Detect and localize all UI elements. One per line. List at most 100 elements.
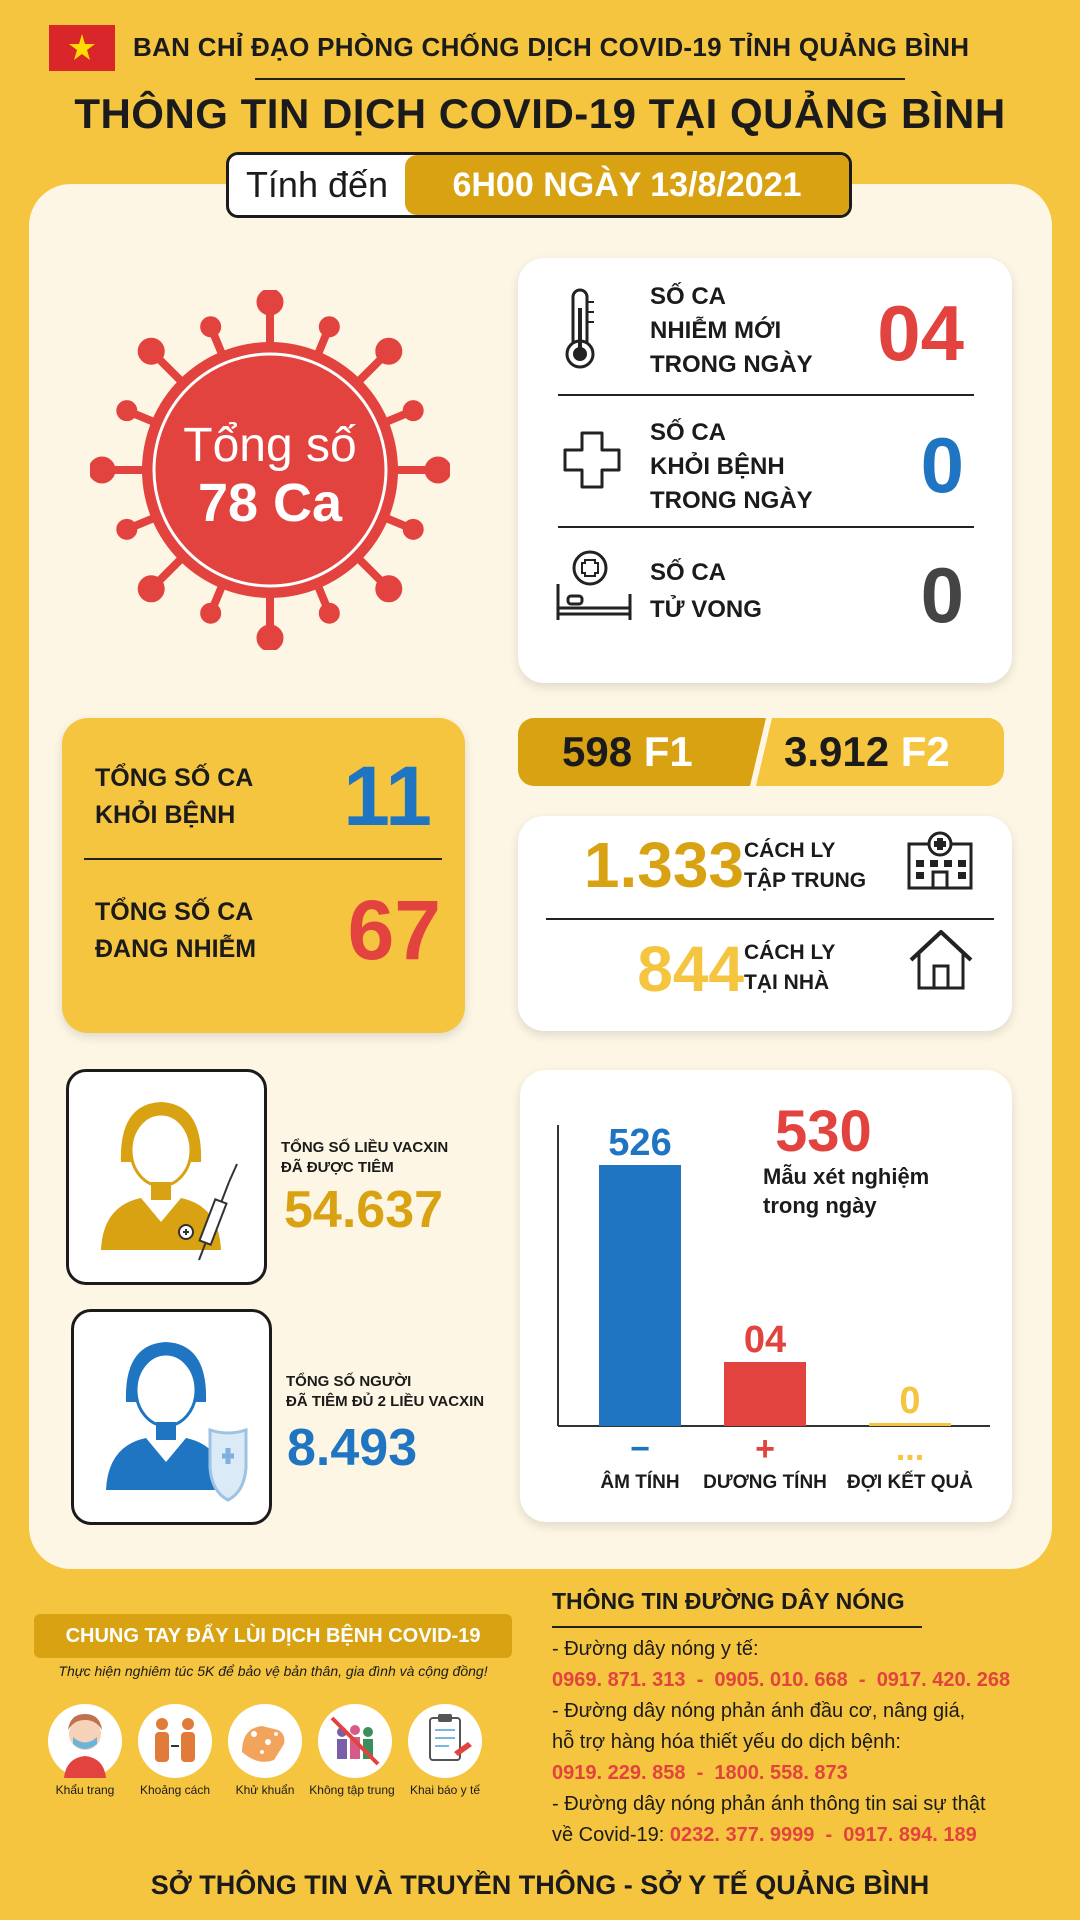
campaign-item-label: Không tập trung [309,1783,395,1797]
home-quarantine-value: 844 [637,933,744,1005]
virus-spike-tip [256,624,284,650]
bar-1 [724,1362,806,1426]
virus-spike-tip [200,602,222,624]
f2-label: F2 [900,728,950,775]
virus-icon [90,290,450,650]
virus-spike-tip [318,602,340,624]
category-label: ĐỢI KẾT QUẢ [847,1471,973,1493]
medical-cross-icon [563,431,621,489]
recovered-today-label-3: TRONG NGÀY [650,487,813,514]
new-cases-label-3: TRONG NGÀY [650,351,813,378]
campaign-item-label: Khoảng cách [139,1783,211,1797]
bar-value-label: 0 [899,1380,920,1422]
hotline-price-label-1: - Đường dây nóng phản ánh đầu cơ, nâng g… [552,1700,966,1722]
date-value: 6H00 NGÀY 13/8/2021 [405,155,849,215]
virus-spike-tip [375,337,403,365]
deaths-label-1: SỐ CA [650,559,727,586]
person-vaccine-icon [101,1102,238,1261]
virus-spike-tip [116,400,138,422]
total-recovered-label-1: TỔNG SỐ CA [95,764,254,792]
totals-card: TỔNG SỐ CA KHỎI BỆNH 11 TỔNG SỐ CA ĐANG … [62,718,465,1033]
fully-vaccinated-label-2: ĐÃ TIÊM ĐỦ 2 LIỀU VACXIN [286,1393,485,1410]
total-active-label-1: TỔNG SỐ CA [95,898,254,926]
vaccine-doses-value: 54.637 [284,1181,444,1239]
page-title: THÔNG TIN DỊCH COVID-19 TẠI QUẢNG BÌNH [74,90,1006,137]
home-icon [909,930,973,990]
vietnam-flag-icon [49,25,115,71]
total-cases-label: Tổng số [183,419,357,472]
recovered-today-label-2: KHỎI BỆNH [650,453,785,480]
new-cases-label-2: NHIỄM MỚI [650,317,782,344]
home-quarantine-label-2: TẠI NHÀ [744,971,830,994]
recovered-today-value: 0 [920,421,964,509]
total-recovered-label-2: KHỎI BỆNH [95,801,236,829]
virus-spike-tip [402,400,424,422]
contacts-bar: 598 F1 3.912 F2 [518,718,1004,786]
no-gathering-icon [318,1704,392,1778]
bar-0 [599,1165,681,1426]
virus-spike-tip [318,316,340,338]
central-quarantine-value: 1.333 [583,829,744,901]
hotline-price-label-2: hỗ trợ hàng hóa thiết yếu do dịch bệnh: [552,1731,901,1753]
vaccine-doses-box [66,1069,267,1285]
hotline-price-numbers: 0919. 229. 858 - 1800. 558. 873 [552,1762,848,1784]
virus-spike-tip [90,456,116,484]
new-cases-label-1: SỐ CA [650,283,727,310]
chart-title: Mẫu xét nghiệm trong ngày [763,1164,930,1218]
bar-symbol: + [755,1430,775,1468]
bar-value-label: 526 [608,1122,671,1164]
campaign-subtitle: Thực hiện nghiêm túc 5K để bảo vệ bản th… [58,1663,488,1679]
divider [558,526,974,528]
hotline-divider [552,1626,922,1628]
home-quarantine-label-1: CÁCH LY [744,941,836,964]
health-declaration-icon [408,1704,482,1778]
sanitize-hands-icon [228,1704,302,1778]
face-mask-icon [48,1704,122,1778]
total-active-value: 67 [347,883,441,977]
thermometer-icon [565,288,595,369]
date-badge: Tính đến 6H00 NGÀY 13/8/2021 [226,152,852,218]
quarantine-card: 1.333 CÁCH LY TẬP TRUNG 844 CÁCH LY TẠI … [518,816,1012,1031]
campaign-item-label: Khử khuẩn [235,1783,295,1797]
category-label: DƯƠNG TÍNH [703,1471,827,1493]
organization-name: BAN CHỈ ĐẠO PHÒNG CHỐNG DỊCH COVID-19 TỈ… [133,32,970,62]
category-label: ÂM TÍNH [600,1471,679,1493]
fully-vaccinated-label-1: TỔNG SỐ NGƯỜI [286,1373,412,1390]
contacts-bar-background [518,718,1004,786]
bar-symbol: − [630,1430,650,1468]
virus-spike-tip [256,290,284,316]
fully-vaccinated-box [71,1309,272,1525]
hotline-fake-news-label-2: về Covid-19: [552,1824,670,1846]
bar-value-label: 04 [744,1319,786,1361]
f1-value: 598 [562,728,633,775]
new-cases-value: 04 [877,289,964,377]
central-quarantine-label-1: CÁCH LY [744,839,836,862]
test-chart-card: 530 Mẫu xét nghiệm trong ngày 526 − ÂM TÍN… [520,1070,1012,1522]
central-quarantine-label-2: TẬP TRUNG [744,869,867,892]
recovered-today-label-1: SỐ CA [650,419,727,446]
total-cases-value: 78 Ca [197,473,343,533]
hotline-fake-news-label: - Đường dây nóng phản ánh thông tin sai … [552,1793,986,1815]
chart-total-value: 530 [775,1099,872,1164]
virus-spike-tip [137,575,165,603]
date-prefix: Tính đến [245,164,389,205]
header-divider [255,78,905,80]
virus-spike-tip [424,456,450,484]
virus-spike-tip [402,518,424,540]
campaign-slogan: CHUNG TAY ĐẨY LÙI DỊCH BỆNH COVID-19 [34,1614,512,1658]
hospital-building-icon [907,831,973,890]
total-active-label-2: ĐANG NHIỄM [95,935,257,963]
hotline-medical-numbers: 0969. 871. 313 - 0905. 010. 668 - 0917. … [552,1669,1011,1691]
total-recovered-value: 11 [343,749,432,843]
vaccine-doses-label-1: TỔNG SỐ LIỀU VACXIN [281,1139,449,1156]
distance-icon [138,1704,212,1778]
hotline-title: THÔNG TIN ĐƯỜNG DÂY NÓNG [552,1588,905,1614]
bar-symbol: ... [896,1430,924,1468]
divider [546,918,994,920]
person-shield-icon [106,1342,248,1502]
divider [558,394,974,396]
bar-2 [869,1423,951,1426]
deaths-value: 0 [920,551,964,639]
f2-value: 3.912 [784,728,890,775]
divider [84,858,442,860]
